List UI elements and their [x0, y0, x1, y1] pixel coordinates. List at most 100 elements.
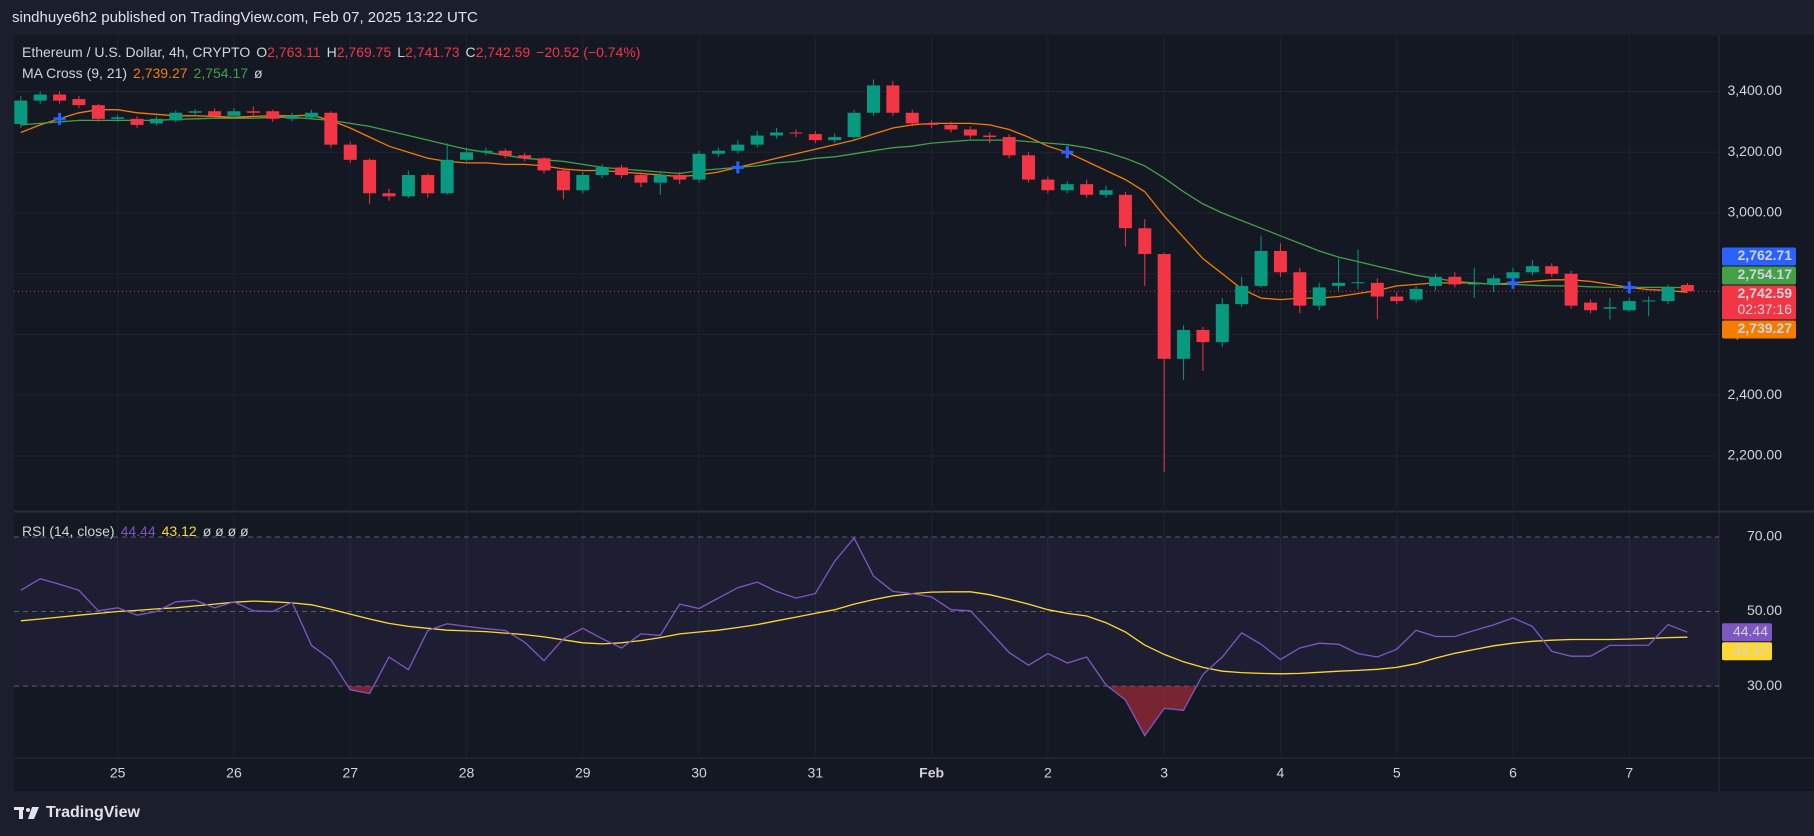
candle-body — [1661, 287, 1675, 302]
candle-body — [266, 111, 280, 119]
x-tick-label: 26 — [226, 765, 242, 781]
price-badge — [1722, 266, 1796, 285]
candle-body — [1680, 284, 1694, 292]
rsi-legend: RSI (14, close) 44.44 43.12 ø ø ø ø — [22, 523, 249, 539]
candle-body — [343, 144, 357, 160]
rsi-tick-label: 30.00 — [1747, 677, 1782, 693]
ma-suffix: ø — [254, 65, 263, 81]
ohlc-value: 2,741.73 — [405, 44, 460, 60]
candle-body — [401, 175, 415, 197]
price-badge-label: 2,742.59 — [1738, 285, 1793, 301]
x-tick-label: 4 — [1277, 765, 1285, 781]
candle-body — [169, 112, 183, 121]
candle-body — [440, 159, 454, 194]
candle-body — [111, 117, 125, 119]
price-badge-label: 2,762.71 — [1738, 247, 1793, 263]
candle-body — [1642, 300, 1656, 302]
candle-body — [847, 112, 861, 138]
rsi-title: RSI (14, close) — [22, 523, 115, 539]
candle-body — [1254, 250, 1268, 286]
ma-title: MA Cross (9, 21) — [22, 65, 128, 81]
candle-body — [808, 134, 822, 141]
candle-body — [518, 155, 532, 159]
x-tick-label: 5 — [1393, 765, 1401, 781]
candle-body — [905, 112, 919, 124]
candle-body — [1157, 254, 1171, 359]
ohlc-item: L2,741.73 — [397, 44, 459, 60]
rsi-badge — [1722, 623, 1772, 642]
candle-body — [1622, 301, 1636, 311]
symbol-title: Ethereum / U.S. Dollar, 4h, CRYPTO — [22, 44, 251, 60]
ma-value: 2,754.17 — [193, 65, 249, 81]
candle-body — [1002, 137, 1016, 156]
price-pane — [14, 79, 1719, 473]
footer: TradingView — [14, 804, 140, 822]
rsi-pane — [20, 536, 1688, 737]
axis-background — [1719, 35, 1814, 791]
candle-body — [1467, 283, 1481, 285]
ohlc-value: 2,769.75 — [336, 44, 392, 60]
candle-body — [324, 112, 338, 145]
x-tick-label: 31 — [808, 765, 824, 781]
rsi-tick-label: 50.00 — [1747, 602, 1782, 618]
candle-body — [750, 135, 764, 145]
candle-body — [595, 167, 609, 176]
candle-body — [460, 152, 474, 160]
price-badge — [1722, 285, 1796, 320]
candle-body — [421, 175, 435, 194]
candle-body — [1060, 184, 1074, 191]
candle-body — [634, 175, 648, 183]
x-tick-label: 2 — [1044, 765, 1052, 781]
candle-body — [1273, 250, 1287, 273]
price-badge-label: 2,739.27 — [1738, 320, 1793, 336]
candle-body — [1525, 266, 1539, 273]
candle-body — [130, 118, 144, 125]
brand: TradingView — [46, 804, 140, 821]
ohlc-value: 2,763.11 — [267, 44, 321, 60]
candle-body — [1603, 307, 1617, 309]
candle-body — [498, 150, 512, 156]
rsi-badge — [1722, 642, 1772, 661]
rsi-value: 43.12 — [161, 523, 197, 539]
candle-body — [1041, 179, 1055, 191]
change: −20.52 (−0.74%) — [536, 44, 641, 60]
cross-marker — [731, 161, 744, 174]
x-tick-label: 30 — [691, 765, 707, 781]
rsi-suffix: ø ø ø ø — [202, 523, 249, 539]
candle-body — [1487, 278, 1501, 285]
rsi-badge-label: 44.44 — [1733, 623, 1768, 639]
x-tick-label: Feb — [919, 765, 944, 781]
candle-body — [692, 153, 706, 180]
ohlc-value: 2,742.59 — [475, 44, 531, 60]
ohlc-key: H — [326, 44, 337, 60]
price-badge — [1722, 247, 1796, 266]
candle-body — [1099, 190, 1113, 195]
x-tick-label: 29 — [575, 765, 591, 781]
candle-body — [1545, 266, 1559, 274]
x-tick-label: 27 — [342, 765, 358, 781]
candle-body — [479, 150, 493, 153]
candle-body — [1370, 282, 1384, 297]
candle-body — [363, 159, 377, 194]
rsi-value: 44.44 — [120, 523, 156, 539]
candle-body — [886, 85, 900, 113]
candle-body — [1409, 288, 1423, 300]
candle-body — [1428, 276, 1442, 286]
logo — [14, 807, 39, 819]
cross-marker — [1506, 276, 1519, 289]
ohlc-key: C — [465, 44, 476, 60]
candle-body — [304, 112, 318, 118]
rsi-line — [20, 591, 1688, 675]
x-tick-label: 7 — [1625, 765, 1633, 781]
cross-marker — [1061, 146, 1074, 159]
candle-body — [227, 111, 241, 116]
candle-body — [1390, 296, 1404, 302]
candle-body — [1215, 304, 1229, 343]
cross-marker — [53, 112, 66, 125]
x-tick-label: 3 — [1160, 765, 1168, 781]
price-badge-label: 2,754.17 — [1738, 266, 1793, 282]
candle-body — [556, 170, 570, 191]
ohlc-key: O — [256, 44, 268, 60]
candle-body — [382, 193, 396, 197]
x-tick-label: 6 — [1509, 765, 1517, 781]
